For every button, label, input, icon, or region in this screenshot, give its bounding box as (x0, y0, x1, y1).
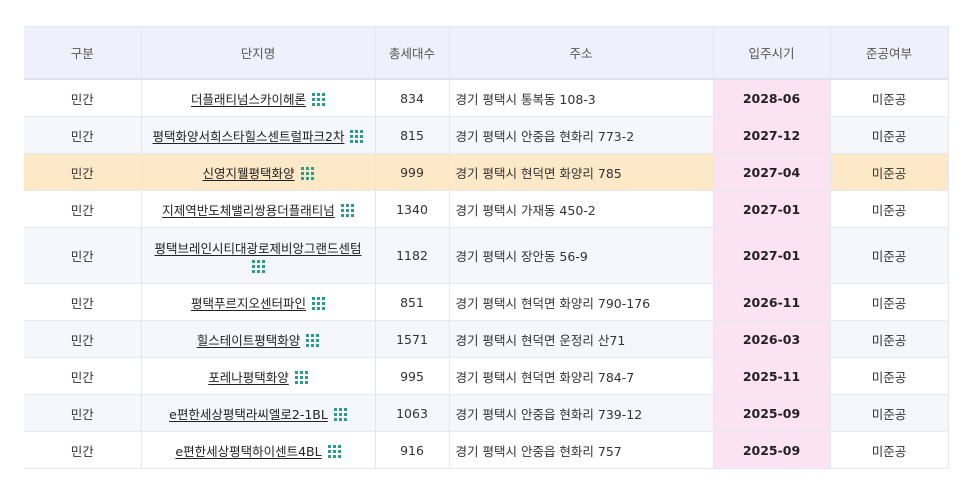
cell-address: 경기 평택시 현덕면 화양리 790-176 (449, 283, 714, 321)
cell-units: 1340 (375, 190, 450, 228)
cell-complex-name: 더플래티넘스카이헤론 (141, 79, 376, 117)
apartment-table: 구분 단지명 총세대수 주소 입주시기 준공여부 민간 더플래티넘스카이헤론 8… (24, 26, 949, 469)
table-row-highlighted: 민간 신영지웰평택화양 999 경기 평택시 현덕면 화양리 785 2027-… (24, 153, 949, 191)
cell-complex-name: 평택화양서희스타힐스센트럴파크2차 (141, 116, 376, 154)
cell-address: 경기 평택시 안중읍 현화리 739-12 (449, 394, 714, 432)
header-type: 구분 (24, 26, 142, 80)
header-completion-status: 준공여부 (830, 26, 949, 80)
cell-address: 경기 평택시 현덕면 화양리 784-7 (449, 357, 714, 395)
complex-name-link[interactable]: 힐스테이트평택화양 (196, 332, 301, 348)
cell-type: 민간 (24, 190, 142, 228)
cell-complex-name: 힐스테이트평택화양 (141, 320, 376, 358)
cell-units: 851 (375, 283, 450, 321)
table-row: 민간 지제역반도체밸리쌍용더플래티넘 1340 경기 평택시 가재동 450-2… (24, 190, 949, 228)
cell-type: 민간 (24, 227, 142, 284)
cell-address: 경기 평택시 가재동 450-2 (449, 190, 714, 228)
table-row: 민간 e편한세상평택라씨엘로2-1BL 1063 경기 평택시 안중읍 현화리 … (24, 394, 949, 432)
table-row: 민간 포레나평택화양 995 경기 평택시 현덕면 화양리 784-7 2025… (24, 357, 949, 395)
cell-type: 민간 (24, 320, 142, 358)
table-row: 민간 힐스테이트평택화양 1571 경기 평택시 현덕면 운정리 산71 202… (24, 320, 949, 358)
header-total-units: 총세대수 (375, 26, 450, 80)
cell-complex-name: 지제역반도체밸리쌍용더플래티넘 (141, 190, 376, 228)
cell-status: 미준공 (830, 116, 949, 154)
cell-status: 미준공 (830, 190, 949, 228)
header-move-in-date: 입주시기 (713, 26, 831, 80)
complex-name-link[interactable]: 지제역반도체밸리쌍용더플래티넘 (162, 202, 335, 218)
cell-move-in-date: 2025-11 (713, 357, 831, 395)
cell-complex-name: 포레나평택화양 (141, 357, 376, 395)
cell-status: 미준공 (830, 79, 949, 117)
cell-address: 경기 평택시 안중읍 현화리 757 (449, 431, 714, 469)
grid-icon[interactable] (312, 92, 325, 106)
cell-address: 경기 평택시 장안동 56-9 (449, 227, 714, 284)
cell-address: 경기 평택시 안중읍 현화리 773-2 (449, 116, 714, 154)
header-address: 주소 (449, 26, 714, 80)
cell-type: 민간 (24, 357, 142, 395)
cell-units: 1571 (375, 320, 450, 358)
table-row: 민간 평택푸르지오센터파인 851 경기 평택시 현덕면 화양리 790-176… (24, 283, 949, 321)
cell-status: 미준공 (830, 320, 949, 358)
cell-status: 미준공 (830, 394, 949, 432)
table-row: 민간 평택브레인시티대광로제비앙그랜드센텀 1182 경기 평택시 장안동 56… (24, 227, 949, 284)
table-row: 민간 더플래티넘스카이헤론 834 경기 평택시 통복동 108-3 2028-… (24, 79, 949, 117)
apartment-table-container: 구분 단지명 총세대수 주소 입주시기 준공여부 민간 더플래티넘스카이헤론 8… (24, 26, 949, 469)
cell-move-in-date: 2027-01 (713, 190, 831, 228)
cell-type: 민간 (24, 79, 142, 117)
cell-units: 999 (375, 153, 450, 191)
grid-icon[interactable] (306, 333, 320, 347)
cell-address: 경기 평택시 현덕면 운정리 산71 (449, 320, 714, 358)
table-row: 민간 평택화양서희스타힐스센트럴파크2차 815 경기 평택시 안중읍 현화리 … (24, 116, 949, 154)
cell-status: 미준공 (830, 227, 949, 284)
grid-icon[interactable] (300, 166, 314, 180)
cell-move-in-date: 2026-11 (713, 283, 831, 321)
cell-address: 경기 평택시 통복동 108-3 (449, 79, 714, 117)
cell-status: 미준공 (830, 357, 949, 395)
cell-units: 916 (375, 431, 450, 469)
cell-move-in-date: 2028-06 (713, 79, 831, 117)
complex-name-link[interactable]: e편한세상평택라씨엘로2-1BL (169, 406, 328, 422)
complex-name-link[interactable]: 평택푸르지오센터파인 (190, 295, 306, 311)
cell-units: 834 (375, 79, 450, 117)
cell-address: 경기 평택시 현덕면 화양리 785 (449, 153, 714, 191)
cell-move-in-date: 2027-12 (713, 116, 831, 154)
cell-type: 민간 (24, 283, 142, 321)
cell-units: 995 (375, 357, 450, 395)
grid-icon[interactable] (251, 260, 265, 273)
cell-move-in-date: 2025-09 (713, 394, 831, 432)
complex-name-link[interactable]: 포레나평택화양 (208, 369, 289, 385)
grid-icon[interactable] (294, 370, 308, 384)
cell-complex-name: e편한세상평택하이센트4BL (141, 431, 376, 469)
complex-name-link[interactable]: 평택화양서희스타힐스센트럴파크2차 (152, 128, 345, 144)
cell-type: 민간 (24, 153, 142, 191)
header-complex-name: 단지명 (141, 26, 376, 80)
grid-icon[interactable] (350, 129, 364, 143)
grid-icon[interactable] (333, 407, 347, 421)
complex-name-link[interactable]: e편한세상평택하이센트4BL (175, 443, 322, 459)
complex-name-link[interactable]: 신영지웰평택화양 (202, 165, 295, 181)
cell-units: 1182 (375, 227, 450, 284)
cell-move-in-date: 2025-09 (713, 431, 831, 469)
cell-status: 미준공 (830, 153, 949, 191)
cell-complex-name: 신영지웰평택화양 (141, 153, 376, 191)
complex-name-link[interactable]: 평택브레인시티대광로제비앙그랜드센텀 (154, 241, 362, 256)
grid-icon[interactable] (312, 296, 325, 310)
cell-move-in-date: 2027-04 (713, 153, 831, 191)
cell-status: 미준공 (830, 431, 949, 469)
cell-move-in-date: 2027-01 (713, 227, 831, 284)
grid-icon[interactable] (340, 203, 354, 217)
cell-status: 미준공 (830, 283, 949, 321)
cell-complex-name: 평택푸르지오센터파인 (141, 283, 376, 321)
grid-icon[interactable] (327, 444, 341, 458)
table-row: 민간 e편한세상평택하이센트4BL 916 경기 평택시 안중읍 현화리 757… (24, 431, 949, 469)
complex-name-link[interactable]: 더플래티넘스카이헤론 (190, 91, 306, 107)
cell-complex-name: 평택브레인시티대광로제비앙그랜드센텀 (141, 227, 376, 284)
cell-units: 1063 (375, 394, 450, 432)
cell-type: 민간 (24, 394, 142, 432)
cell-move-in-date: 2026-03 (713, 320, 831, 358)
cell-complex-name: e편한세상평택라씨엘로2-1BL (141, 394, 376, 432)
cell-type: 민간 (24, 116, 142, 154)
table-header-row: 구분 단지명 총세대수 주소 입주시기 준공여부 (24, 26, 949, 80)
cell-units: 815 (375, 116, 450, 154)
cell-type: 민간 (24, 431, 142, 469)
